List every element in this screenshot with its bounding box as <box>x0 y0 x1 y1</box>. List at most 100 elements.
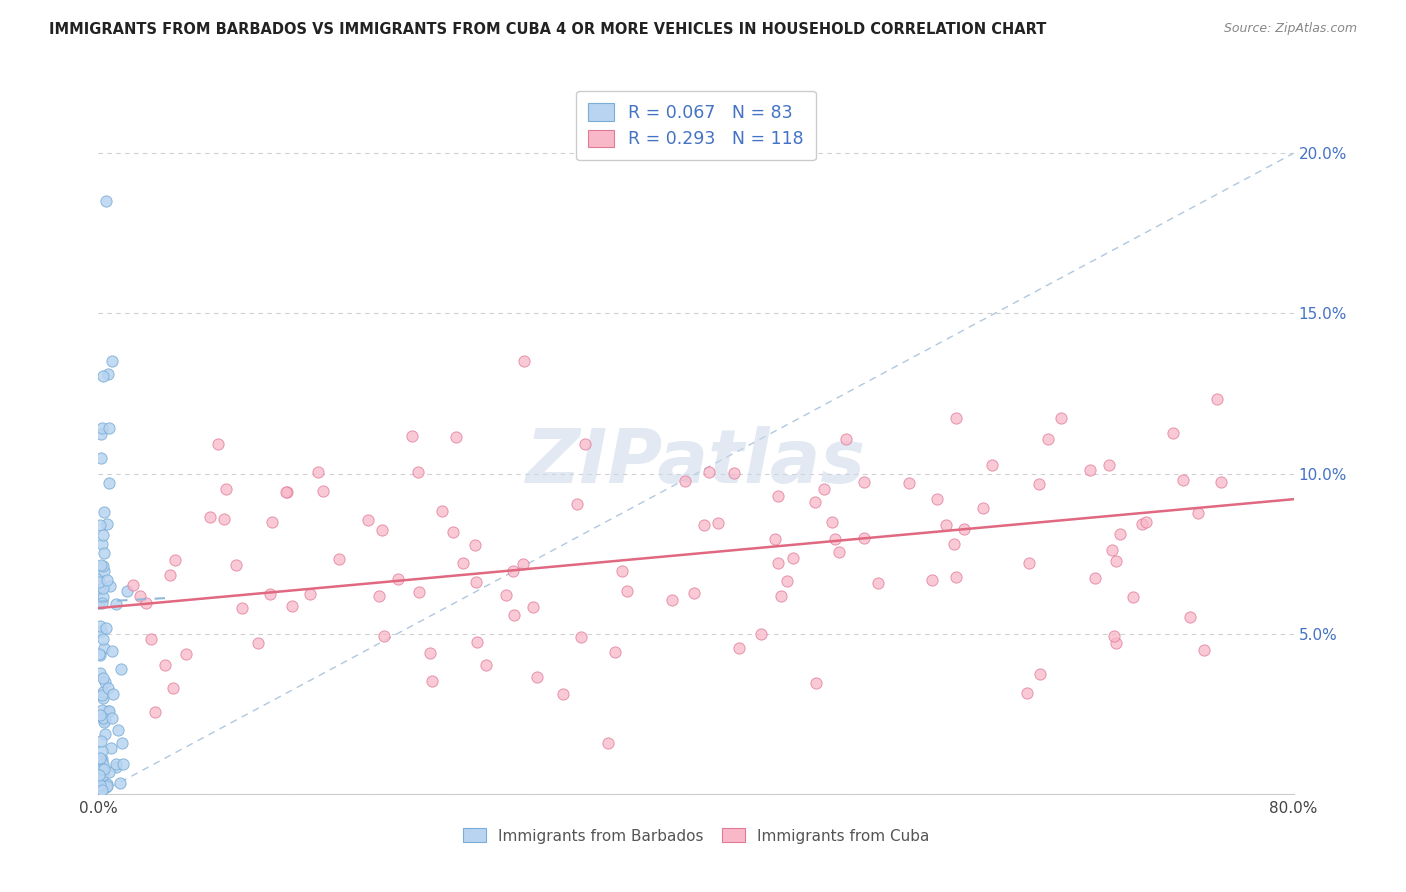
Point <box>101 687 124 701</box>
Point <box>108 776 131 790</box>
Point <box>1130 516 1153 531</box>
Point <box>898 475 921 490</box>
Point <box>94 622 117 636</box>
Point <box>91 762 114 776</box>
Point <box>89 768 111 782</box>
Point <box>367 589 389 603</box>
Point <box>1206 392 1229 407</box>
Point <box>259 587 281 601</box>
Point <box>93 546 115 560</box>
Point <box>90 782 112 797</box>
Point <box>89 582 111 597</box>
Point <box>93 505 115 519</box>
Point <box>371 523 394 537</box>
Point <box>765 533 787 547</box>
Point <box>1105 636 1128 650</box>
Point <box>91 590 114 604</box>
Point <box>682 586 704 600</box>
Point <box>943 537 966 551</box>
Point <box>804 675 827 690</box>
Point <box>94 727 117 741</box>
Point <box>90 536 112 550</box>
Point <box>155 658 177 673</box>
Point <box>165 553 187 567</box>
Point <box>804 494 827 508</box>
Point <box>1097 458 1119 472</box>
Point <box>96 777 118 791</box>
Point <box>89 572 111 586</box>
Point <box>91 690 114 705</box>
Point <box>569 630 592 644</box>
Point <box>276 485 298 500</box>
Point <box>91 776 114 790</box>
Point <box>91 671 114 685</box>
Point <box>419 646 441 660</box>
Point <box>89 778 111 792</box>
Point <box>231 600 253 615</box>
Point <box>97 705 120 719</box>
Point <box>89 518 111 533</box>
Point <box>89 647 111 661</box>
Point <box>567 497 589 511</box>
Text: Source: ZipAtlas.com: Source: ZipAtlas.com <box>1223 22 1357 36</box>
Point <box>766 489 789 503</box>
Point <box>1028 477 1050 491</box>
Point <box>93 780 115 794</box>
Point <box>91 757 114 772</box>
Point <box>868 575 890 590</box>
Point <box>828 545 851 559</box>
Point <box>90 782 112 797</box>
Point <box>475 657 498 672</box>
Point <box>693 517 716 532</box>
Point <box>105 760 128 774</box>
Point <box>357 513 380 527</box>
Point <box>276 485 298 500</box>
Point <box>1078 463 1101 477</box>
Point <box>93 762 115 776</box>
Point <box>93 715 115 730</box>
Point <box>93 564 115 578</box>
Point <box>464 574 486 589</box>
Point <box>769 590 792 604</box>
Point <box>401 429 423 443</box>
Point <box>1101 542 1123 557</box>
Point <box>97 681 120 696</box>
Point <box>135 596 157 610</box>
Point <box>89 580 111 594</box>
Point <box>921 574 943 588</box>
Point <box>93 641 115 656</box>
Point <box>115 583 138 598</box>
Point <box>835 432 858 446</box>
Point <box>96 573 118 587</box>
Point <box>945 570 967 584</box>
Point <box>98 764 121 779</box>
Point <box>1122 591 1144 605</box>
Point <box>281 599 304 614</box>
Point <box>91 632 114 647</box>
Point <box>90 558 112 573</box>
Point <box>1083 571 1105 585</box>
Point <box>121 577 143 591</box>
Point <box>430 503 453 517</box>
Point <box>927 491 949 506</box>
Point <box>495 588 517 602</box>
Point <box>673 474 696 488</box>
Point <box>1029 667 1052 681</box>
Text: IMMIGRANTS FROM BARBADOS VS IMMIGRANTS FROM CUBA 4 OR MORE VEHICLES IN HOUSEHOLD: IMMIGRANTS FROM BARBADOS VS IMMIGRANTS F… <box>49 22 1046 37</box>
Point <box>176 647 198 661</box>
Point <box>444 430 467 444</box>
Point <box>96 780 118 794</box>
Point <box>610 564 633 578</box>
Point <box>159 568 181 582</box>
Point <box>91 596 114 610</box>
Point <box>513 354 536 368</box>
Point <box>143 705 166 719</box>
Point <box>935 518 957 533</box>
Point <box>107 723 129 738</box>
Text: ZIPatlas: ZIPatlas <box>526 426 866 500</box>
Point <box>162 681 184 696</box>
Point <box>661 593 683 607</box>
Point <box>89 666 111 681</box>
Point <box>198 510 221 524</box>
Point <box>522 600 544 615</box>
